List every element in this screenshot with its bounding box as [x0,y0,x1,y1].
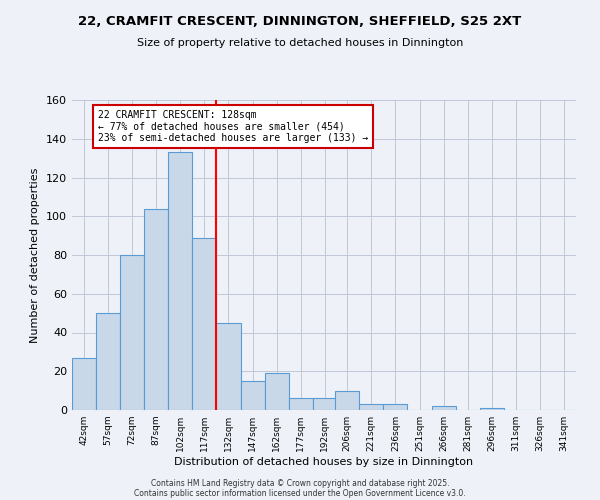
Bar [383,404,407,410]
Bar [241,381,265,410]
Bar [144,208,169,410]
Bar [359,404,383,410]
Bar [72,358,96,410]
Y-axis label: Number of detached properties: Number of detached properties [31,168,40,342]
Text: Contains public sector information licensed under the Open Government Licence v3: Contains public sector information licen… [134,488,466,498]
Bar [335,390,359,410]
Bar [479,408,504,410]
Text: 22 CRAMFIT CRESCENT: 128sqm
← 77% of detached houses are smaller (454)
23% of se: 22 CRAMFIT CRESCENT: 128sqm ← 77% of det… [98,110,368,143]
Bar [193,238,217,410]
Bar [313,398,337,410]
X-axis label: Distribution of detached houses by size in Dinnington: Distribution of detached houses by size … [175,457,473,467]
Bar [120,255,144,410]
Bar [431,406,455,410]
Bar [96,313,120,410]
Text: Contains HM Land Registry data © Crown copyright and database right 2025.: Contains HM Land Registry data © Crown c… [151,478,449,488]
Bar [265,373,289,410]
Bar [169,152,193,410]
Text: 22, CRAMFIT CRESCENT, DINNINGTON, SHEFFIELD, S25 2XT: 22, CRAMFIT CRESCENT, DINNINGTON, SHEFFI… [79,15,521,28]
Bar [217,323,241,410]
Text: Size of property relative to detached houses in Dinnington: Size of property relative to detached ho… [137,38,463,48]
Bar [289,398,313,410]
